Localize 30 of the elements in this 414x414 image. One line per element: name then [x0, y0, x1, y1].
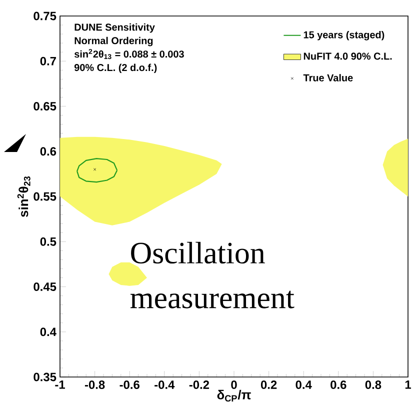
annotation: 90% C.L. (2 d.o.f.)	[74, 64, 157, 74]
x-tick-label: -1	[55, 380, 65, 389]
y-tick-label: 0.65	[34, 102, 56, 110]
x-tick-label: 0.4	[296, 380, 312, 389]
annotation: Oscillation measurement	[130, 242, 294, 308]
x-tick-label: 0.2	[260, 380, 277, 389]
x-tick-label: 0	[231, 380, 237, 389]
legend-label: True Value	[303, 74, 353, 82]
y-tick-label: 0.6	[40, 147, 56, 156]
y-tick-label: 0.35	[34, 372, 56, 382]
y-tick-label: 0.4	[40, 328, 56, 336]
x-tick-label: -0.2	[189, 380, 210, 389]
annotation: sin$^{2}$2θ$_{13}$ = 0.088 ± 0.003	[74, 49, 184, 60]
x-tick-label: 0.6	[330, 380, 346, 389]
y-tick-label: 0.55	[34, 192, 56, 201]
y-tick-label: 0.75	[34, 12, 56, 20]
y-tick-label: 0.5	[40, 237, 56, 246]
x-tick-label: 0.8	[365, 380, 382, 389]
y-tick-label: 0.7	[40, 56, 56, 66]
x-tick-label: -0.4	[154, 380, 175, 389]
x-tick-label: -0.6	[120, 380, 140, 389]
legend-label: 15 years (staged)	[304, 31, 384, 40]
legend-label: NuFIT 4.0 90% C.L.	[304, 52, 392, 60]
x-tick-label: -0.8	[84, 380, 105, 389]
x-axis-title: δ$_{CP}$/π	[217, 390, 251, 402]
annotation: DUNE Sensitivity	[74, 23, 155, 33]
annotation: Normal Ordering	[74, 36, 153, 46]
y-tick-label: 0.45	[34, 282, 56, 291]
x-tick-label: 1	[405, 380, 411, 389]
y-axis-title: sin$^{2}$θ$_{23}$	[17, 176, 30, 217]
